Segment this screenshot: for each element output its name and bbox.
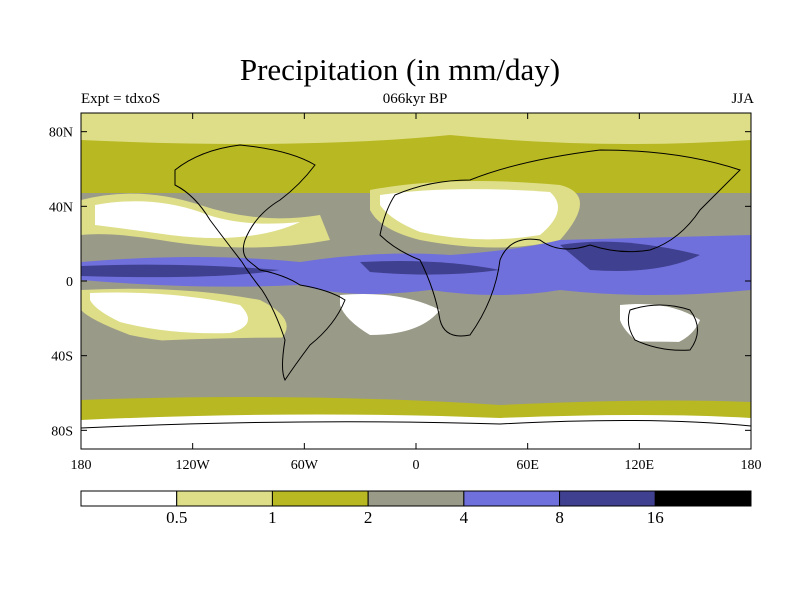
field-south-margin (81, 396, 751, 420)
colorbar-label: 1 (268, 508, 277, 527)
colorbar-swatch (367, 490, 465, 507)
colorbar-swatch (80, 490, 178, 507)
colorbar-swatch (176, 490, 273, 507)
x-tick-label: 60W (291, 458, 319, 473)
field-satlantic-dry (340, 294, 440, 335)
colorbar-label: 0.5 (166, 508, 187, 527)
coast-eurasia-africa (379, 149, 741, 337)
colorbar-swatch (559, 490, 656, 507)
colorbar-label: 4 (460, 508, 469, 527)
coast-americas (174, 144, 346, 381)
coast-antarctica (81, 419, 751, 429)
x-tick-label: 120E (625, 458, 655, 473)
colorbar-swatch (463, 490, 561, 507)
field-warm-pool-core (560, 241, 700, 271)
colorbar: 0.5 1 2 4 8 16 (80, 490, 752, 527)
field-storm-track (81, 337, 751, 405)
y-tick-label: 80S (51, 424, 73, 439)
field-itcz-africa-core (360, 261, 500, 275)
field-australia-dry (620, 304, 700, 350)
x-axis: 180 120W 60W 0 60E 120E 180 (71, 113, 762, 473)
field-itcz-pacific-core (81, 264, 280, 278)
colorbar-swatch (271, 490, 369, 507)
x-tick-label: 0 (413, 458, 420, 473)
x-tick-label: 180 (741, 458, 762, 473)
colorbar-label: 8 (555, 508, 564, 527)
x-tick-label: 180 (71, 458, 92, 473)
colorbar-label: 16 (647, 508, 664, 527)
coast-australia (627, 304, 698, 351)
y-tick-label: 40S (51, 350, 73, 365)
y-tick-label: 40N (49, 200, 73, 215)
colorbar-label: 2 (364, 508, 373, 527)
coastlines (81, 144, 751, 429)
chart-title: Precipitation (in mm/day) (239, 52, 561, 87)
y-tick-label: 0 (66, 275, 73, 290)
colorbar-swatch (654, 490, 752, 507)
field-arctic (81, 113, 751, 144)
field-sepacific-desert (90, 292, 248, 334)
y-axis: 80N 40N 0 40S 80S (49, 126, 751, 439)
season-label: JJA (731, 91, 754, 107)
y-tick-label: 80N (49, 126, 73, 141)
x-tick-label: 60E (516, 458, 539, 473)
x-tick-label: 120W (176, 458, 211, 473)
precipitation-field (81, 113, 751, 449)
period-label: 066kyr BP (382, 91, 448, 107)
field-sahara (380, 189, 558, 240)
experiment-label: Expt = tdxoS (81, 91, 161, 107)
field-npacific-desert (95, 201, 300, 239)
